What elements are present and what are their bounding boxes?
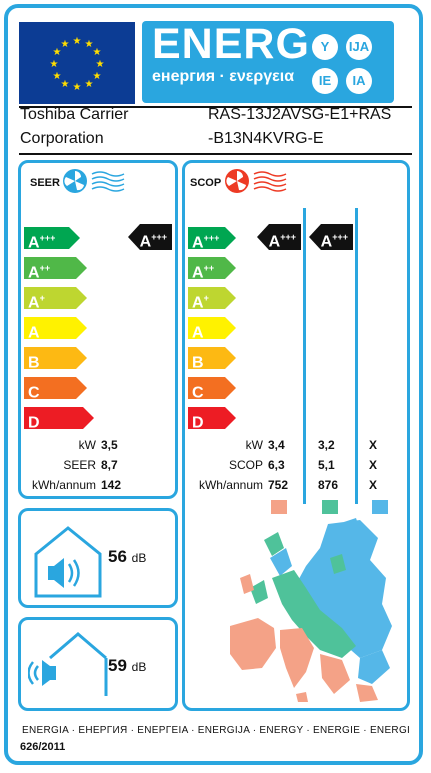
cooling-fan-icon — [62, 168, 132, 199]
footer-regulation: 626/2011 — [20, 741, 66, 753]
lang-badge-ia: IA — [346, 68, 372, 94]
seer-class-a2: A++ — [24, 257, 87, 279]
svg-text:★: ★ — [93, 71, 102, 82]
scop-row-scop-label: SCOP — [228, 458, 263, 472]
svg-text:★: ★ — [61, 79, 70, 90]
scop-panel — [182, 160, 410, 711]
zone-swatch-colder — [372, 500, 388, 514]
supplier-line2: Corporation — [20, 130, 104, 147]
indoor-speaker-icon — [34, 524, 102, 603]
scop-row-kw-label: kW — [245, 438, 263, 452]
footer-languages: ENERGIA · ЕНЕРГИЯ · ΕΝΕΡΓΕΙΑ · ENERGIJA … — [22, 725, 411, 736]
supplier-line1: Toshiba Carrier — [20, 106, 129, 123]
energy-subtitle: енергия · ενεργεια — [152, 68, 295, 85]
svg-text:★: ★ — [73, 36, 82, 47]
scop-scale: A+++ A++ A+ A B C D — [188, 227, 236, 429]
seer-row-seer-label: SEER — [63, 458, 96, 472]
scop-row-kwh-label: kWh/annum — [198, 478, 263, 492]
lang-badge-y: Y — [312, 34, 338, 60]
seer-class-a1: A+ — [24, 287, 87, 309]
rule-bottom — [19, 153, 412, 155]
lang-badge-ie: IE — [312, 68, 338, 94]
outdoor-noise-panel — [18, 617, 178, 711]
scop-class-a1: A+ — [188, 287, 236, 309]
seer-row-kw-value: 3,5 — [101, 438, 118, 452]
seer-row-kwh-label: kWh/annum — [31, 478, 96, 492]
seer-row-kw-label: kW — [78, 438, 96, 452]
scop-divider-1 — [303, 208, 306, 504]
scop-class-c: C — [188, 377, 236, 399]
scop-row-scop-v1: 6,3 — [268, 458, 285, 472]
scop-row-kwh-v2: 876 — [318, 478, 339, 492]
scop-class-a3: A+++ — [188, 227, 236, 249]
model-line1: RAS-13J2AVSG-E1+RAS — [208, 106, 392, 123]
seer-class-d: D — [24, 407, 94, 429]
scop-class-d: D — [188, 407, 236, 429]
scop-row-scop-v2: 5,1 — [318, 458, 335, 472]
seer-class-b: B — [24, 347, 87, 369]
svg-text:★: ★ — [50, 59, 59, 70]
seer-label: SEER — [30, 177, 60, 189]
label-border — [4, 4, 423, 765]
heating-fan-icon — [224, 168, 294, 199]
svg-text:★: ★ — [53, 71, 62, 82]
indoor-noise-panel — [18, 508, 178, 608]
seer-class-a: A — [24, 317, 87, 339]
scop-row-scop-v3: X — [369, 458, 378, 472]
eu-flag: ★ ★ ★ ★ ★ ★ ★ ★ ★ ★ ★ ★ — [19, 22, 135, 104]
seer-panel — [18, 160, 178, 499]
outdoor-noise-value: 59 dB — [108, 656, 147, 675]
indoor-noise-value: 56 dB — [108, 547, 147, 566]
scop-row-kwh-v1: 752 — [268, 478, 289, 492]
scop-row-kw-v2: 3,2 — [318, 438, 335, 452]
seer-class-a3: A+++ — [24, 227, 80, 249]
lang-badge-ija: IJA — [346, 34, 372, 60]
svg-text:★: ★ — [85, 79, 94, 90]
europe-climate-map — [210, 518, 400, 709]
scop-label: SCOP — [190, 177, 222, 189]
scop-row-kw-v3: X — [369, 438, 378, 452]
rule-top — [19, 106, 412, 108]
scop-class-a2: A++ — [188, 257, 236, 279]
svg-text:★: ★ — [96, 59, 105, 70]
outdoor-speaker-icon — [27, 628, 108, 703]
svg-text:★: ★ — [53, 47, 62, 58]
scop-class-b: B — [188, 347, 236, 369]
seer-class-c: C — [24, 377, 87, 399]
svg-text:★: ★ — [93, 47, 102, 58]
svg-text:★: ★ — [61, 39, 70, 50]
scop-class-a: A — [188, 317, 236, 339]
svg-text:★: ★ — [73, 82, 82, 93]
seer-row-seer-value: 8,7 — [101, 458, 118, 472]
scop-row-kw-v1: 3,4 — [268, 438, 285, 452]
scop-row-kwh-v3: X — [369, 478, 378, 492]
svg-text:★: ★ — [85, 39, 94, 50]
zone-swatch-warmer — [271, 500, 287, 514]
seer-scale: A+++ A++ A+ A B C D — [24, 227, 94, 429]
seer-row-kwh-value: 142 — [101, 478, 122, 492]
scop-divider-2 — [355, 208, 358, 504]
model-line2: -B13N4KVRG-E — [208, 130, 324, 147]
energy-word: ENERG — [152, 20, 310, 68]
zone-swatch-average — [322, 500, 338, 514]
